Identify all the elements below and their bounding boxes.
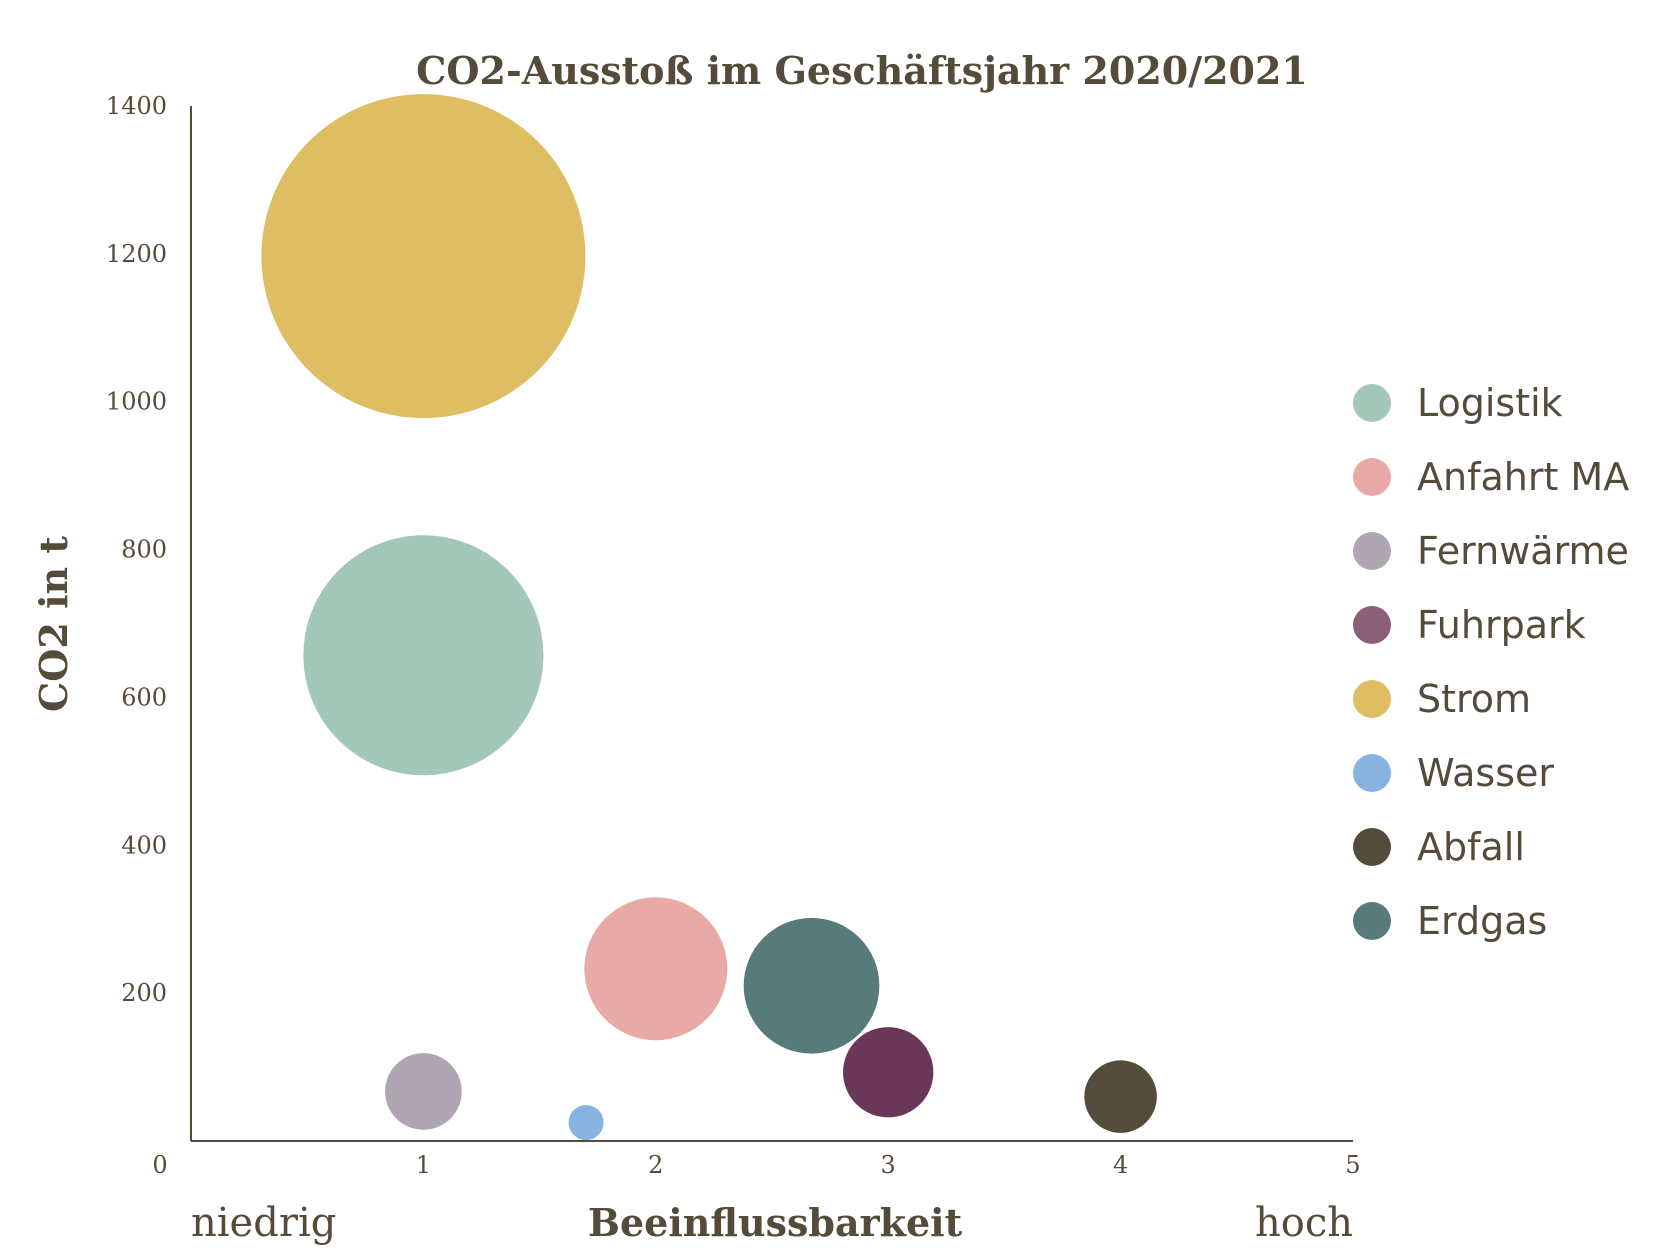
x-axis-high-label: hoch (1255, 1200, 1353, 1246)
legend-marker-wasser (1353, 754, 1391, 792)
y-tick-label: 800 (121, 536, 167, 564)
y-tick-label: 1400 (106, 92, 167, 120)
bubbles-layer (261, 94, 1157, 1141)
legend-marker-anfahrt-ma (1353, 458, 1391, 496)
x-tick-labels: 0 1 2 3 4 5 (152, 1151, 1360, 1179)
legend-label-wasser: Wasser (1417, 751, 1554, 795)
legend-marker-strom (1353, 680, 1391, 718)
legend-marker-fuhrpark (1353, 606, 1391, 644)
legend-marker-erdgas (1353, 902, 1391, 940)
y-tick-label: 400 (121, 831, 167, 859)
y-tick-label: 200 (121, 979, 167, 1007)
x-tick-label: 4 (1113, 1151, 1128, 1179)
x-tick-label: 0 (152, 1151, 167, 1179)
bubble-fernwaerme (385, 1053, 462, 1130)
legend-label-fernwaerme: Fernwärme (1417, 529, 1629, 573)
x-tick-label: 3 (881, 1151, 896, 1179)
bubble-logistik (303, 535, 544, 776)
bubble-fuhrpark (843, 1027, 934, 1118)
legend-marker-abfall (1353, 828, 1391, 866)
bubble-anfahrt-ma (584, 897, 728, 1041)
legend-label-fuhrpark: Fuhrpark (1417, 603, 1586, 647)
legend-label-anfahrt-ma: Anfahrt MA (1417, 455, 1629, 499)
x-axis-low-label: niedrig (191, 1200, 336, 1246)
legend: Logistik Anfahrt MA Fernwärme Fuhrpark Strom… (1353, 381, 1629, 943)
y-tick-label: 600 (121, 683, 167, 711)
chart-title: CO2-Ausstoß im Geschäftsjahr 2020/2021 (416, 48, 1308, 93)
legend-label-logistik: Logistik (1417, 381, 1563, 425)
bubble-strom (261, 94, 586, 419)
y-axis-label: CO2 in t (31, 536, 76, 712)
y-tick-label: 1000 (106, 388, 167, 416)
legend-label-strom: Strom (1417, 677, 1531, 721)
legend-label-erdgas: Erdgas (1417, 899, 1547, 943)
y-tick-label: 1200 (106, 240, 167, 268)
bubble-erdgas (743, 917, 880, 1054)
x-tick-label: 5 (1345, 1151, 1360, 1179)
x-axis-label: Beeinflussbarkeit (588, 1200, 963, 1245)
legend-label-abfall: Abfall (1417, 825, 1525, 869)
x-tick-label: 2 (648, 1151, 663, 1179)
legend-marker-fernwaerme (1353, 532, 1391, 570)
bubble-abfall (1084, 1060, 1157, 1133)
x-tick-label: 1 (416, 1151, 431, 1179)
bubble-wasser (568, 1104, 604, 1141)
legend-marker-logistik (1353, 384, 1391, 422)
y-tick-labels: 200 400 600 800 1000 1200 1400 (106, 92, 167, 1007)
